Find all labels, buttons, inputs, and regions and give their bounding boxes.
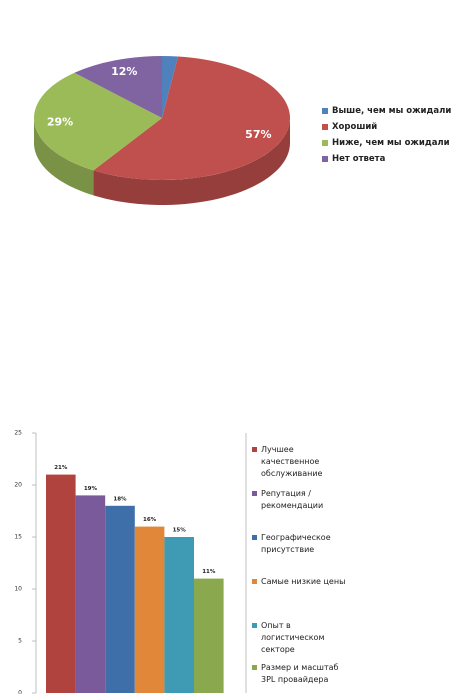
- legend-swatch: [252, 579, 257, 584]
- legend-label: Нет ответа: [332, 154, 386, 164]
- data-label: 21%: [54, 465, 68, 471]
- pie-slice: [74, 56, 162, 118]
- bar: [194, 578, 224, 693]
- legend-item: Репутация /рекомендации: [252, 488, 352, 512]
- bar: [134, 526, 165, 693]
- pie-slice: [33, 72, 162, 171]
- data-label: 15%: [173, 528, 187, 534]
- y-tick-label: 10: [14, 586, 22, 593]
- legend-label: Размер и масштаб 3PL провайдера: [261, 663, 339, 684]
- data-label: 11%: [202, 569, 216, 575]
- legend-swatch: [252, 491, 257, 496]
- pie-slice: [162, 56, 179, 118]
- legend-item: Опыт в логистическом секторе: [252, 620, 352, 656]
- legend-label: Репутация /рекомендации: [261, 489, 324, 510]
- legend-label: Самые низкие цены: [261, 577, 346, 586]
- legend-label: Выше, чем мы ожидали: [332, 106, 452, 116]
- data-label: 57%: [245, 128, 271, 141]
- pie-side: [34, 118, 94, 196]
- y-tick-label: 15: [14, 534, 22, 541]
- y-tick-label: 5: [18, 638, 22, 645]
- legend-item: Выше, чем мы ожидали: [322, 106, 451, 116]
- legend-swatch: [322, 108, 328, 114]
- y-tick-label: 20: [14, 482, 22, 489]
- legend-swatch: [322, 156, 328, 162]
- data-label: 12%: [111, 65, 137, 78]
- legend-item: Самые низкие цены: [252, 576, 352, 588]
- legend-item: Хороший: [322, 122, 377, 132]
- bar: [164, 537, 194, 693]
- legend-label: Ниже, чем мы ожидали: [332, 138, 450, 148]
- legend-swatch: [322, 124, 328, 130]
- legend-swatch: [252, 623, 257, 628]
- pie-slice: [93, 56, 291, 180]
- legend-item: Нет ответа: [322, 154, 385, 164]
- legend-item: Географическое присутствие: [252, 532, 352, 556]
- data-label: 29%: [47, 116, 73, 129]
- legend-label: Хороший: [332, 122, 378, 132]
- pie-side: [93, 118, 290, 205]
- bar: [75, 495, 106, 693]
- y-tick-label: 25: [14, 430, 22, 437]
- data-label: 18%: [113, 496, 127, 502]
- legend-item: Размер и масштаб 3PL провайдера: [252, 662, 352, 686]
- legend-label: Лучшее качественное обслуживание: [261, 445, 323, 478]
- legend-label: Географическое присутствие: [261, 533, 331, 554]
- bar: [46, 474, 76, 693]
- data-label: 19%: [84, 486, 98, 492]
- legend-item: Ниже, чем мы ожидали: [322, 138, 450, 148]
- legend-swatch: [252, 665, 257, 670]
- bar: [105, 505, 135, 693]
- legend-swatch: [322, 140, 328, 146]
- legend-swatch: [252, 447, 257, 452]
- legend-swatch: [252, 535, 257, 540]
- data-label: 16%: [143, 517, 157, 523]
- y-tick-label: 0: [18, 690, 22, 694]
- legend-label: Опыт в логистическом секторе: [261, 621, 325, 654]
- legend-item: Лучшее качественное обслуживание: [252, 444, 352, 480]
